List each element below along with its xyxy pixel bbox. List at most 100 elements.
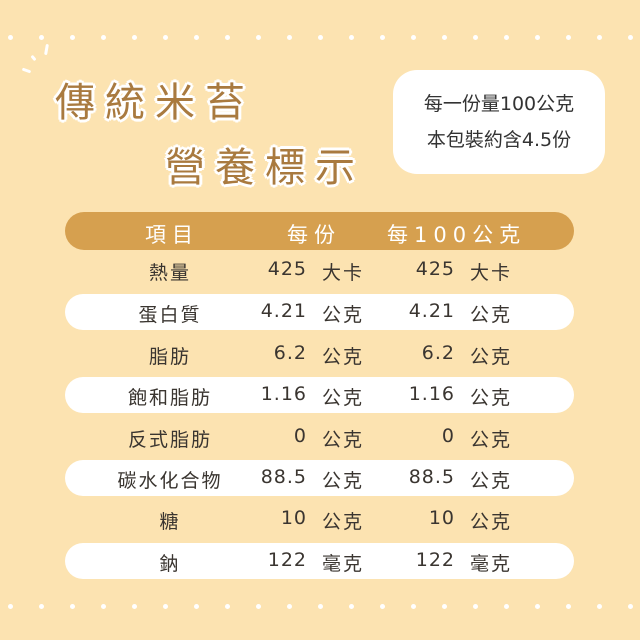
dot [535,35,540,40]
dot [8,35,13,40]
dot [442,604,447,609]
per-serving-unit: 毫克 [322,553,365,575]
decorative-dots-bottom [0,604,640,610]
serving-info-box: 每一份量100公克 本包裝約含4.5份 [393,70,605,174]
table-row: 脂肪 6.2 公克 6.2 公克 [65,336,574,372]
per-100g-value: 6.2 [421,342,455,364]
table-row: 飽和脂肪 1.16 公克 1.16 公克 [65,377,574,413]
dot [132,604,137,609]
table-row: 糖 10 公克 10 公克 [65,501,574,537]
per-100g-unit: 公克 [470,387,513,409]
dot [318,604,323,609]
table-row: 鈉 122 毫克 122 毫克 [65,543,574,579]
dot [225,604,230,609]
dot [597,35,602,40]
dot [473,35,478,40]
per-100g-unit: 公克 [470,304,513,326]
per-serving-value: 10 [280,507,307,529]
dot [411,35,416,40]
dot [132,35,137,40]
table-row: 熱量 425 大卡 425 大卡 [65,252,574,288]
header-item: 項目 [145,223,199,247]
dot [163,604,168,609]
dot [628,35,633,40]
dot [39,604,44,609]
per-100g-unit: 公克 [470,429,513,451]
dot [566,35,571,40]
per-serving-unit: 公克 [322,304,365,326]
dot [101,35,106,40]
per-100g-value: 10 [428,507,455,529]
nutrient-name: 碳水化合物 [117,470,223,492]
header-per-100g: 每100公克 [387,223,527,247]
header-per-serving: 每份 [287,223,341,247]
per-100g-value: 425 [415,258,455,280]
dot [628,604,633,609]
dot [287,604,292,609]
dot [39,35,44,40]
dot [504,35,509,40]
dot [380,35,385,40]
per-100g-unit: 毫克 [470,553,513,575]
dot [287,35,292,40]
per-100g-unit: 公克 [470,470,513,492]
sparkle-icon [30,54,37,62]
per-serving-unit: 公克 [322,511,365,533]
sparkle-icon [44,43,49,56]
table-row: 碳水化合物 88.5 公克 88.5 公克 [65,460,574,496]
dot [535,604,540,609]
per-100g-unit: 公克 [470,511,513,533]
nutrient-name: 熱量 [148,262,191,284]
per-serving-value: 1.16 [260,383,307,405]
per-serving-unit: 公克 [322,429,365,451]
dot [566,604,571,609]
per-100g-value: 4.21 [408,300,455,322]
per-serving-value: 88.5 [260,466,307,488]
nutrient-name: 鈉 [159,553,181,575]
per-100g-unit: 大卡 [470,262,513,284]
per-serving-unit: 公克 [322,470,365,492]
nutrient-name: 反式脂肪 [127,429,212,451]
per-100g-value: 1.16 [408,383,455,405]
dot [256,604,261,609]
sparkle-icon [21,67,32,74]
per-100g-value: 88.5 [408,466,455,488]
decorative-dots-top [0,35,640,41]
per-100g-value: 0 [441,425,455,447]
per-100g-unit: 公克 [470,346,513,368]
per-100g-value: 122 [415,549,455,571]
title-line1: 傳統米苔 [55,80,255,126]
table-header: 項目 每份 每100公克 [65,212,574,250]
dot [256,35,261,40]
servings-per-package: 本包裝約含4.5份 [426,129,572,151]
nutrient-name: 蛋白質 [138,304,202,326]
serving-size: 每一份量100公克 [423,93,575,115]
dot [194,35,199,40]
dot [70,604,75,609]
dot [504,604,509,609]
title-line2: 營養標示 [165,145,365,191]
per-serving-value: 122 [267,549,307,571]
dot [597,604,602,609]
table-row: 蛋白質 4.21 公克 4.21 公克 [65,294,574,330]
table-row: 反式脂肪 0 公克 0 公克 [65,419,574,455]
per-serving-unit: 公克 [322,387,365,409]
dot [318,35,323,40]
per-serving-value: 425 [267,258,307,280]
dot [442,35,447,40]
dot [473,604,478,609]
nutrient-name: 脂肪 [148,346,191,368]
nutrient-name: 飽和脂肪 [127,387,212,409]
dot [349,35,354,40]
dot [380,604,385,609]
dot [70,35,75,40]
per-serving-unit: 大卡 [322,262,365,284]
dot [8,604,13,609]
per-serving-value: 4.21 [260,300,307,322]
dot [225,35,230,40]
nutrient-name: 糖 [159,511,181,533]
dot [349,604,354,609]
per-serving-unit: 公克 [322,346,365,368]
dot [101,604,106,609]
dot [411,604,416,609]
